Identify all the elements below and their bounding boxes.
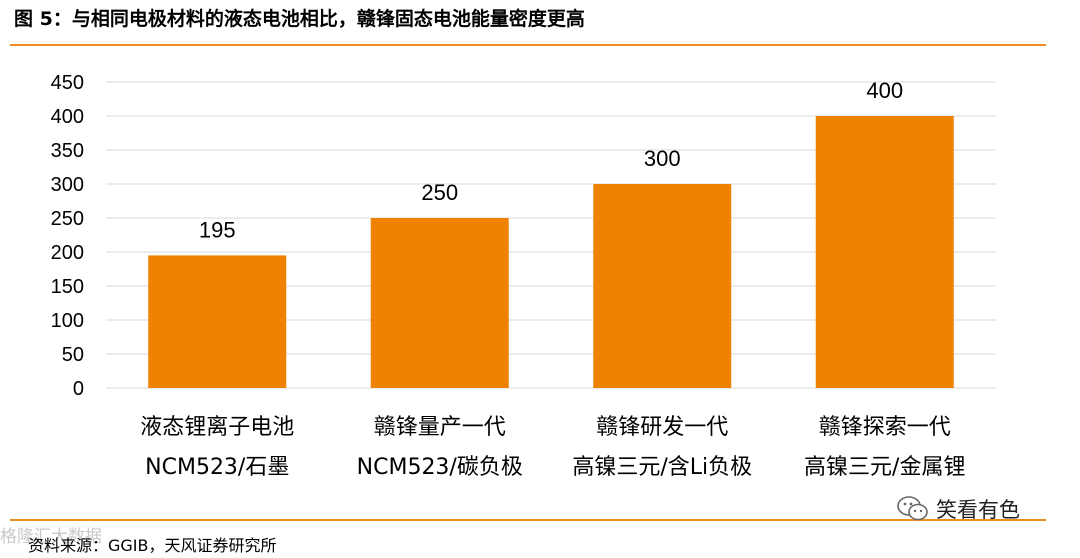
brand-name: 笑看有色 — [936, 498, 1020, 522]
x-tick-label: 赣锋量产一代 — [374, 415, 506, 440]
x-tick-label: NCM523/石墨 — [145, 455, 289, 480]
y-tick-label: 400 — [51, 106, 84, 128]
wechat-icon — [897, 496, 928, 521]
data-label: 195 — [199, 217, 236, 242]
y-tick-label: 50 — [62, 344, 84, 366]
y-tick-label: 450 — [51, 72, 84, 94]
bar — [148, 255, 287, 388]
x-tick-label: 赣锋探索一代 — [819, 415, 951, 440]
bar — [815, 116, 954, 388]
source-note: 资料来源：GGIB，天风证券研究所 — [28, 536, 277, 555]
bars — [148, 116, 954, 388]
x-tick-label: 赣锋研发一代 — [596, 415, 728, 440]
x-tick-label: 高镍三元/金属锂 — [804, 455, 965, 480]
data-label: 300 — [644, 146, 681, 171]
x-tick-label: 高镍三元/含Li负极 — [572, 455, 752, 480]
y-tick-label: 200 — [51, 242, 84, 264]
chart-title: 图 5：与相同电极材料的液态电池相比，赣锋固态电池能量密度更高 — [14, 8, 585, 30]
x-tick-label: 液态锂离子电池 — [140, 415, 294, 440]
y-tick-label: 150 — [51, 276, 84, 298]
watermark: 格隆汇大数据 — [0, 527, 102, 547]
top-divider — [10, 44, 1046, 46]
brand-badge: 笑看有色 — [896, 494, 1020, 524]
x-axis-labels: 液态锂离子电池NCM523/石墨赣锋量产一代NCM523/碳负极赣锋研发一代高镍… — [140, 415, 965, 480]
data-label: 400 — [866, 78, 903, 103]
bar-chart: 0 50 100 150 200 250 300 350 400 450 195 250 300 400… — [51, 72, 996, 480]
data-label: 250 — [421, 180, 458, 205]
data-labels: 195 250 300 400 — [199, 78, 903, 242]
x-tick-label: NCM523/碳负极 — [357, 455, 523, 480]
y-tick-label: 0 — [73, 378, 84, 400]
y-tick-label: 250 — [51, 208, 84, 230]
bar — [370, 218, 509, 388]
y-tick-label: 350 — [51, 140, 84, 162]
y-tick-label: 300 — [51, 174, 84, 196]
y-axis-ticks: 0 50 100 150 200 250 300 350 400 450 — [51, 72, 84, 400]
y-tick-label: 100 — [51, 310, 84, 332]
bar — [593, 184, 732, 388]
bottom-divider — [10, 519, 1046, 521]
